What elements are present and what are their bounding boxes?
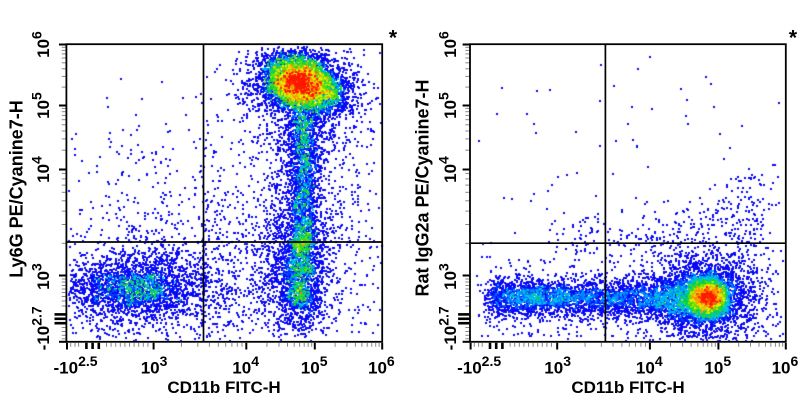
svg-text:103: 103 — [141, 353, 168, 378]
svg-text:105: 105 — [436, 92, 461, 119]
svg-text:103: 103 — [436, 263, 461, 290]
svg-text:CD11b FITC-H: CD11b FITC-H — [571, 378, 684, 397]
svg-text:105: 105 — [301, 353, 328, 378]
svg-text:105: 105 — [704, 353, 731, 378]
svg-text:104: 104 — [636, 353, 663, 378]
svg-text:106: 106 — [29, 31, 54, 58]
svg-text:CD11b FITC-H: CD11b FITC-H — [167, 378, 280, 397]
svg-text:-102.5: -102.5 — [54, 353, 98, 378]
svg-text:104: 104 — [436, 156, 461, 183]
svg-text:106: 106 — [436, 31, 461, 58]
svg-text:104: 104 — [232, 353, 259, 378]
svg-text:106: 106 — [368, 353, 395, 378]
svg-text:-102.7: -102.7 — [29, 306, 54, 350]
svg-text:105: 105 — [29, 92, 54, 119]
svg-text:-102.5: -102.5 — [457, 353, 501, 378]
svg-text:103: 103 — [544, 353, 571, 378]
svg-text:*: * — [389, 27, 398, 50]
svg-text:Ly6G PE/Cyanine7-H: Ly6G PE/Cyanine7-H — [7, 100, 27, 277]
svg-text:106: 106 — [772, 353, 799, 378]
svg-text:103: 103 — [29, 263, 54, 290]
svg-text:*: * — [789, 27, 798, 50]
svg-text:Rat IgG2a PE/Cyanine7-H: Rat IgG2a PE/Cyanine7-H — [413, 79, 433, 296]
svg-text:-102.7: -102.7 — [436, 306, 461, 350]
svg-text:104: 104 — [29, 156, 54, 183]
